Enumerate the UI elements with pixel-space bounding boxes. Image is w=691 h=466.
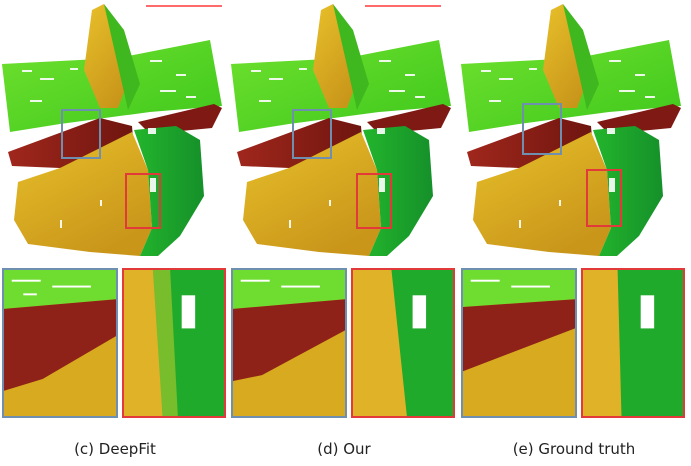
zoom-red-region xyxy=(351,268,455,418)
point-cloud-render xyxy=(461,4,681,256)
point-cloud-render xyxy=(231,4,451,256)
zoom-red-region xyxy=(122,268,226,418)
scale-line xyxy=(146,5,222,7)
zoom-blue-region xyxy=(2,268,118,418)
blue-highlight-box xyxy=(292,109,332,159)
caption: (d) Our xyxy=(317,440,371,458)
point-cloud-render xyxy=(2,4,222,256)
red-highlight-box xyxy=(356,173,392,229)
red-highlight-box xyxy=(586,169,622,227)
red-highlight-box xyxy=(125,173,161,229)
scale-line xyxy=(365,5,441,7)
zoom-blue-region xyxy=(461,268,577,418)
caption: (e) Ground truth xyxy=(512,440,636,458)
panel-our: (d) Our xyxy=(229,0,459,466)
caption: (c) DeepFit xyxy=(74,440,156,458)
zoom-blue-region xyxy=(231,268,347,418)
panel-ground-truth: (e) Ground truth xyxy=(459,0,689,466)
zoom-red-region xyxy=(581,268,685,418)
blue-highlight-box xyxy=(522,103,562,155)
blue-highlight-box xyxy=(61,109,101,159)
panel-deepfit: (c) DeepFit xyxy=(0,0,230,466)
